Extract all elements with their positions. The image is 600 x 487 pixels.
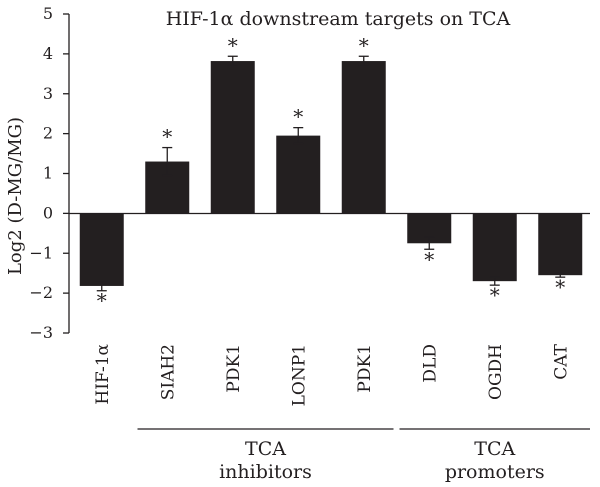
y-tick-label: 1 [43, 164, 53, 183]
significance-star: * [490, 283, 500, 307]
x-tick-label: CAT [551, 343, 571, 379]
x-tick-label: OGDH [486, 344, 506, 400]
x-tick-label: PDK1 [355, 344, 375, 393]
bars: * * * * * * * * [79, 33, 583, 313]
y-ticks: −3 −2 −1 0 1 2 3 4 5 [29, 4, 69, 342]
y-tick-label: −3 [29, 323, 53, 342]
chart-title: HIF-1α downstream targets on TCA [166, 8, 511, 30]
bar [538, 213, 583, 276]
x-tick-label: DLD [420, 344, 440, 383]
significance-star: * [359, 33, 369, 57]
y-tick-label: 5 [43, 4, 53, 23]
y-tick-label: 2 [43, 124, 53, 143]
significance-star: * [162, 125, 172, 149]
bar [210, 61, 255, 214]
group-label-line1: TCA [474, 438, 515, 460]
y-tick-label: 0 [43, 203, 53, 222]
y-tick-label: −2 [29, 283, 53, 302]
significance-star: * [424, 247, 434, 271]
significance-star: * [555, 275, 565, 299]
significance-star: * [228, 33, 238, 57]
significance-star: * [97, 289, 107, 313]
bar [341, 61, 386, 214]
y-tick-label: −1 [29, 243, 53, 262]
x-tick-label: LONP1 [289, 344, 309, 406]
bar [276, 135, 321, 214]
group-label-line1: TCA [245, 438, 286, 460]
bar [79, 213, 124, 286]
y-axis-label: Log2 (D-MG/MG) [5, 117, 26, 275]
x-tick-label: SIAH2 [158, 344, 178, 400]
x-tick-labels: HIF-1α SIAH2 PDK1 LONP1 PDK1 DLD OGDH CAT [93, 343, 572, 406]
y-tick-label: 4 [43, 44, 53, 63]
significance-star: * [293, 105, 303, 129]
bar [472, 213, 517, 282]
y-tick-label: 3 [43, 84, 53, 103]
x-tick-label: HIF-1α [93, 343, 113, 404]
x-tick-label: PDK1 [224, 344, 244, 393]
group-label-line2: inhibitors [219, 461, 312, 483]
group-label-line2: promoters [445, 461, 545, 483]
